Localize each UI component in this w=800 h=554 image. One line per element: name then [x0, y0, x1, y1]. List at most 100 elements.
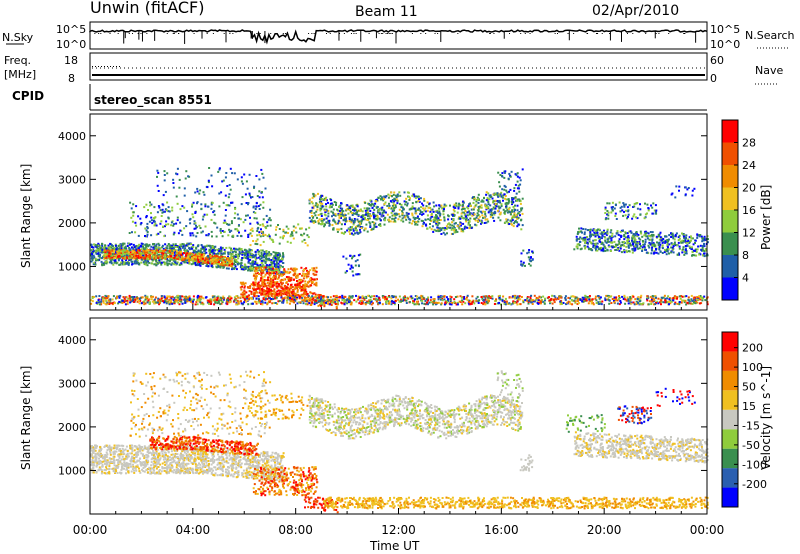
data-cell — [484, 210, 486, 213]
data-cell — [258, 273, 260, 275]
data-cell — [218, 252, 221, 255]
data-cell — [282, 254, 285, 256]
data-cell — [635, 231, 638, 233]
data-cell — [359, 253, 362, 256]
data-cell — [465, 220, 468, 223]
data-cell — [92, 254, 95, 257]
data-cell — [309, 278, 312, 281]
data-cell — [152, 251, 155, 254]
data-cell — [286, 277, 289, 280]
data-cell — [317, 222, 320, 225]
data-cell — [106, 249, 109, 252]
data-cell — [172, 186, 175, 189]
data-cell — [129, 243, 131, 246]
data-cell — [201, 253, 204, 256]
data-cell — [294, 284, 297, 286]
data-cell — [169, 249, 172, 252]
data-cell — [589, 233, 592, 236]
data-cell — [161, 203, 164, 206]
data-cell — [198, 261, 201, 263]
data-cell — [249, 267, 252, 270]
data-cell — [459, 227, 462, 230]
data-cell — [357, 264, 360, 267]
data-cell — [276, 254, 279, 257]
data-cell — [114, 244, 117, 247]
data-cell — [699, 244, 702, 247]
data-cell — [131, 256, 134, 259]
data-cell — [625, 249, 628, 252]
data-cell — [393, 200, 396, 203]
data-cell — [123, 257, 126, 260]
data-cell — [227, 234, 230, 237]
data-cell — [196, 232, 199, 234]
data-cell — [167, 217, 170, 220]
data-cell — [400, 206, 403, 209]
data-cell — [475, 203, 478, 206]
data-cell — [97, 244, 100, 247]
data-cell — [153, 206, 156, 209]
data-cell — [223, 219, 226, 222]
data-cell — [151, 259, 154, 262]
data-cell — [278, 242, 281, 245]
data-cell — [246, 214, 249, 217]
data-cell — [602, 243, 605, 246]
data-cell — [505, 220, 508, 223]
data-cell — [575, 238, 578, 241]
data-cell — [247, 267, 250, 270]
data-cell — [111, 248, 114, 250]
data-cell — [118, 263, 121, 266]
data-cell — [391, 214, 394, 217]
data-cell — [194, 227, 197, 230]
data-cell — [246, 187, 249, 190]
data-cell — [94, 250, 97, 253]
data-cell — [399, 194, 402, 197]
data-cell — [429, 217, 432, 220]
data-cell — [308, 198, 311, 201]
data-cell — [430, 228, 433, 231]
data-cell — [196, 263, 199, 266]
data-cell — [460, 212, 463, 215]
data-cell — [336, 208, 339, 211]
data-cell — [269, 291, 272, 294]
data-cell — [390, 207, 393, 210]
data-cell — [366, 230, 369, 233]
data-cell — [231, 259, 234, 262]
data-cell — [489, 215, 492, 218]
data-cell — [299, 281, 302, 284]
data-cell — [357, 214, 360, 217]
data-cell — [267, 267, 270, 269]
data-cell — [265, 258, 268, 261]
data-cell — [292, 225, 295, 228]
data-cell — [286, 240, 289, 243]
data-cell — [496, 192, 499, 195]
data-cell — [146, 227, 149, 230]
data-cell — [586, 245, 589, 248]
data-cell — [259, 284, 262, 287]
data-cell — [162, 247, 165, 250]
data-cell — [610, 241, 613, 244]
data-cell — [439, 214, 442, 217]
data-cell — [261, 288, 263, 290]
data-cell — [443, 208, 445, 211]
data-cell — [691, 254, 693, 257]
data-cell — [217, 259, 220, 262]
data-cell — [332, 228, 334, 231]
data-cell — [223, 252, 226, 255]
data-cell — [210, 249, 213, 252]
data-cell — [579, 248, 582, 251]
data-cell — [453, 229, 456, 232]
data-cell — [182, 259, 185, 261]
data-cell — [148, 243, 151, 246]
data-cell — [517, 223, 520, 226]
data-cell — [428, 226, 431, 229]
data-cell — [217, 170, 220, 173]
data-cell — [166, 201, 169, 204]
data-cell — [504, 202, 507, 205]
data-cell — [312, 195, 315, 198]
data-cell — [250, 196, 252, 199]
data-cell — [256, 243, 259, 246]
data-cell — [604, 249, 607, 252]
data-cell — [95, 244, 98, 247]
data-cell — [577, 231, 580, 234]
data-cell — [173, 258, 176, 260]
